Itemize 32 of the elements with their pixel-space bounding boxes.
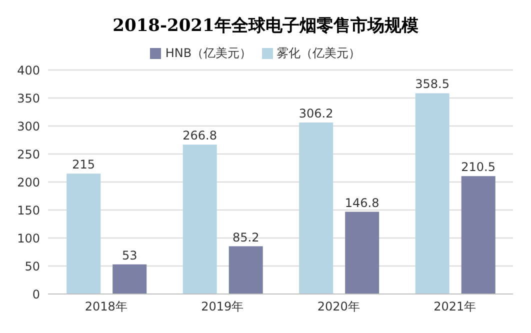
legend-label: 雾化（亿美元）: [276, 46, 361, 60]
y-tick-label: 100: [17, 231, 40, 246]
y-tick-label: 50: [24, 259, 40, 274]
y-tick-label: 300: [17, 119, 40, 134]
y-tick-label: 150: [17, 203, 40, 218]
data-label: 210.5: [461, 160, 496, 174]
y-tick-label: 200: [17, 175, 40, 190]
bar: [182, 144, 217, 294]
bar: [228, 246, 263, 294]
bar: [299, 122, 334, 294]
data-label: 85.2: [232, 230, 260, 244]
data-label: 146.8: [344, 196, 380, 210]
data-label: 358.5: [415, 77, 450, 92]
data-label: 53: [122, 248, 138, 262]
data-label: 306.2: [298, 106, 334, 121]
bar: [415, 93, 450, 294]
x-tick-label: 2018年: [84, 300, 128, 314]
bar: [66, 174, 101, 294]
chart-title: 2018-2021年全球电子烟零售市场规模: [112, 15, 420, 38]
x-tick-label: 2021年: [434, 300, 476, 314]
y-tick-label: 250: [17, 147, 40, 162]
bar: [112, 264, 147, 294]
x-tick-label: 2019年: [201, 300, 244, 314]
bar: [461, 176, 496, 294]
data-label: 266.8: [182, 128, 218, 143]
y-tick-label: 350: [17, 91, 40, 106]
y-tick-label: 400: [17, 63, 40, 78]
x-tick-label: 2020年: [317, 300, 360, 314]
y-tick-label: 0: [32, 287, 40, 302]
data-label: 215: [72, 158, 96, 172]
bar: [345, 212, 380, 294]
legend-label: HNB（亿美元）: [165, 46, 252, 60]
